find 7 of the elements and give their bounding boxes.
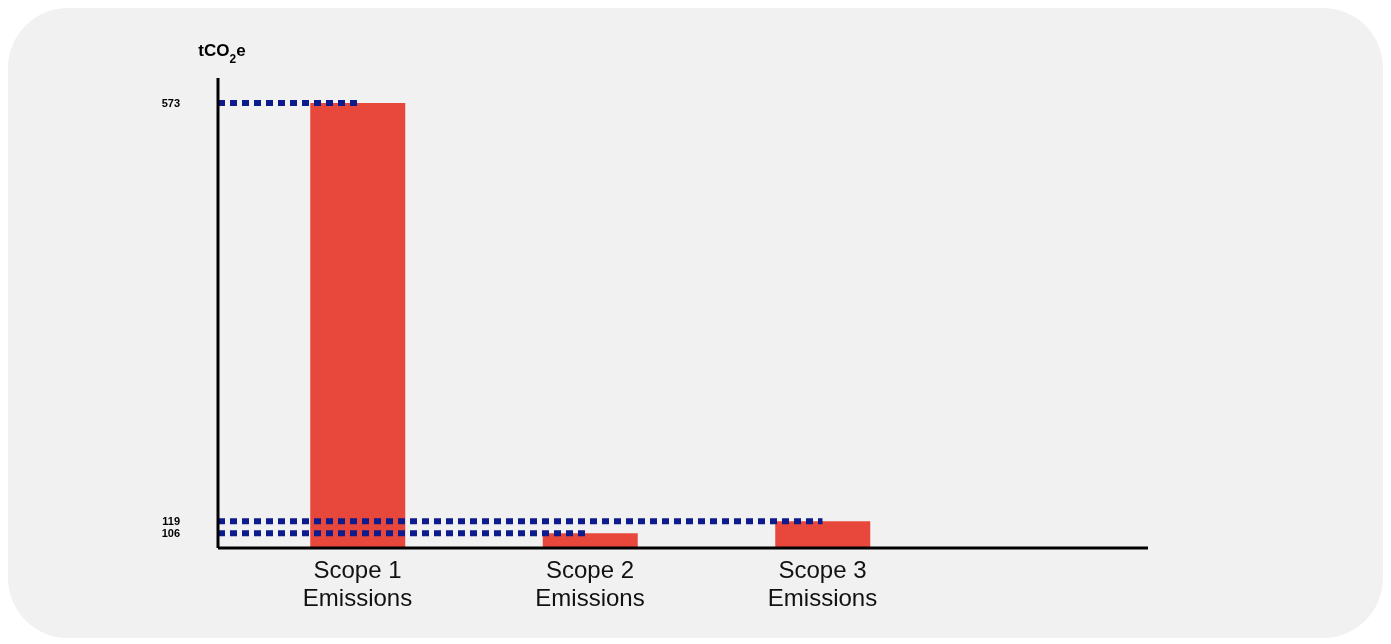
y-tick-label: 119	[162, 515, 180, 528]
y-axis-title: tCO$_{2}$e	[198, 41, 246, 66]
x-tick-label: Scope 1 Emissions	[302, 556, 413, 611]
x-tick-label: Scope 2 Emissions	[535, 556, 645, 611]
x-tick-label: Scope 3 Emissions	[767, 556, 878, 611]
y-tick-label: 573	[161, 96, 180, 109]
y-tick-label: 106	[161, 527, 180, 540]
